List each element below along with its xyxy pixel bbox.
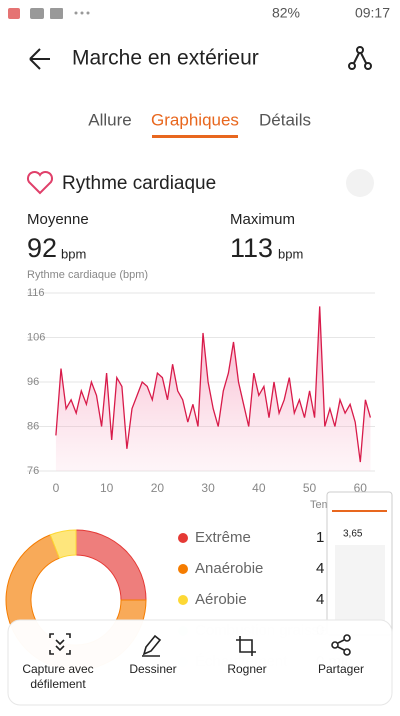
section-title: Rythme cardiaque [62, 173, 216, 194]
tab[interactable]: Détails [259, 110, 311, 129]
status-icons [8, 8, 90, 19]
screenshot-thumbnail[interactable]: 3,65 [326, 491, 393, 636]
tab-indicator [152, 135, 238, 138]
y-tick-label: 106 [27, 331, 45, 343]
axis-label: Rythme cardiaque (bpm) [27, 269, 148, 281]
max-value: 113 [230, 233, 273, 263]
unit: bpm [61, 246, 86, 261]
back[interactable] [29, 48, 50, 70]
legend-label: Extrême [195, 529, 251, 546]
area [55, 306, 371, 471]
max-label: Maximum [230, 211, 295, 228]
page-title: Marche en extérieur [72, 47, 259, 70]
legend-dot [178, 595, 188, 605]
x-tick-label: 40 [252, 481, 266, 495]
heart-icon [26, 170, 54, 195]
battery: 82% [272, 5, 300, 21]
tool[interactable]: Capture avec défilement [22, 662, 93, 691]
legend-time: 4 [316, 591, 324, 608]
toolbar: Capture avec défilement Dessiner Rogner P… [7, 619, 393, 706]
x-tick-label: 20 [151, 481, 165, 495]
time: 09:17 [355, 5, 390, 21]
legend-time: 1 [316, 529, 324, 546]
donut-segment [49, 529, 77, 559]
y-tick-label: 96 [27, 376, 39, 388]
share-route[interactable] [348, 46, 372, 70]
legend-label: Aérobie [195, 591, 247, 608]
x-tick-label: 10 [100, 481, 114, 495]
y-tick-label: 116 [27, 287, 45, 299]
y-tick-label: 86 [27, 420, 39, 432]
y-tick-label: 76 [27, 465, 39, 477]
tool[interactable]: Dessiner [129, 662, 176, 676]
legend-label: Anaérobie [195, 560, 263, 577]
tab-active[interactable]: Graphiques [151, 110, 239, 129]
donut-segment [75, 529, 147, 601]
tool[interactable]: Partager [318, 662, 364, 676]
thumb-value: 3,65 [343, 529, 363, 540]
x-tick-label: 50 [303, 481, 317, 495]
legend-time: 4 [316, 560, 324, 577]
line [55, 306, 372, 463]
legend-dot [178, 533, 188, 543]
legend-dot [178, 564, 188, 574]
avg-value: 92 [27, 233, 57, 263]
tab[interactable]: Allure [88, 110, 131, 129]
x-tick-label: 30 [201, 481, 215, 495]
tool[interactable]: Rogner [227, 662, 266, 676]
avg-label: Moyenne [27, 211, 89, 228]
x-tick-label: 0 [53, 481, 60, 495]
unit: bpm [278, 246, 303, 261]
expand[interactable] [346, 169, 374, 197]
